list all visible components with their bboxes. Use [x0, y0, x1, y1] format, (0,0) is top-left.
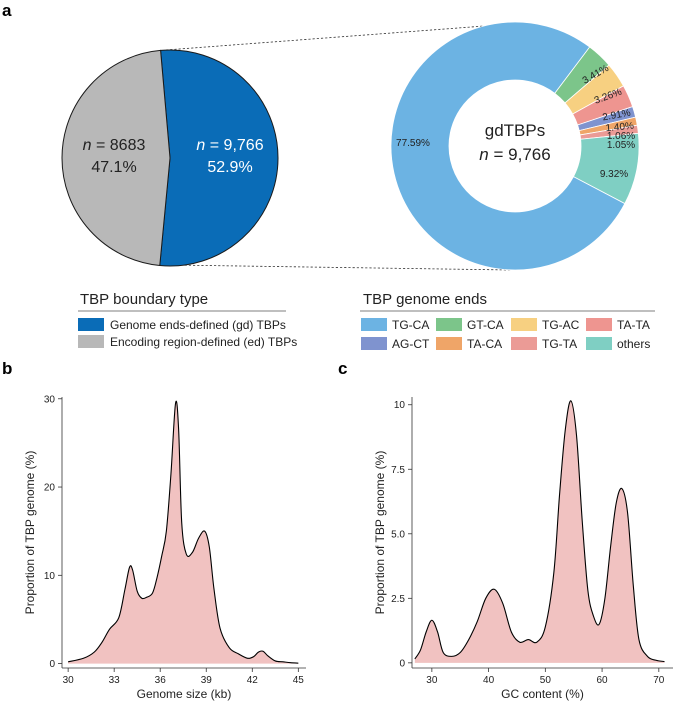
y-tick-label: 5.0	[391, 529, 405, 540]
donut-label-AG-CT: 1.40%	[605, 121, 634, 134]
panel-letter-a: a	[2, 1, 12, 20]
y-axis-label: Proportion of TBP genome (%)	[23, 451, 37, 615]
legend-label-TA-TA: TA-TA	[617, 318, 650, 332]
pie-gd-pct-label: 52.9%	[207, 159, 252, 176]
x-axis-label: GC content (%)	[501, 687, 584, 701]
y-tick-label: 2.5	[391, 594, 405, 605]
x-tick-label: 39	[201, 675, 213, 686]
legend-swatch-TG-AC	[511, 318, 537, 331]
y-axis-label: Proportion of TBP genome (%)	[373, 451, 387, 615]
y-tick-label: 0	[399, 658, 405, 669]
legend-swatch-TA-CA	[436, 337, 462, 350]
y-tick-label: 7.5	[391, 465, 405, 476]
x-tick-label: 36	[155, 675, 167, 686]
legend-boundary-title: TBP boundary type	[80, 291, 208, 308]
legend-label-ed: Encoding region-defined (ed) TBPs	[110, 335, 297, 349]
panel-letter-c: c	[338, 359, 347, 378]
pie-ed-pct-label: 47.1%	[91, 159, 136, 176]
legend-label-TG-TA: TG-TA	[542, 337, 577, 351]
legend-label-TG-CA: TG-CA	[392, 318, 429, 332]
x-tick-label: 30	[426, 675, 438, 686]
y-tick-label: 10	[44, 571, 56, 582]
legend-label-others: others	[617, 337, 650, 351]
legend-swatch-GT-CA	[436, 318, 462, 331]
density-area	[414, 400, 665, 663]
panel-letter-b: b	[2, 359, 12, 378]
legend-label-GT-CA: GT-CA	[467, 318, 504, 332]
pie-slice-gd	[159, 49, 279, 267]
legend-label-AG-CT: AG-CT	[392, 337, 430, 351]
pie-gd-n-label: n = 9,766	[196, 137, 263, 154]
x-tick-label: 33	[109, 675, 121, 686]
x-tick-label: 40	[483, 675, 495, 686]
x-tick-label: 45	[293, 675, 305, 686]
donut-label-TG-TA: 1.05%	[607, 140, 635, 151]
legend-swatch-TA-TA	[586, 318, 612, 331]
legend-swatch-TG-TA	[511, 337, 537, 350]
density-area	[68, 401, 299, 664]
x-axis-label: Genome size (kb)	[137, 687, 232, 701]
y-tick-label: 20	[44, 483, 56, 494]
legend-swatch-others	[586, 337, 612, 350]
x-tick-label: 60	[597, 675, 609, 686]
donut-label-TA-TA: 2.91%	[602, 108, 632, 124]
zoom-connector-bottom	[171, 264, 512, 271]
x-tick-label: 30	[63, 675, 75, 686]
genome-ends-donut-chart	[390, 21, 640, 271]
pie-ed-n-label: n = 8683	[83, 137, 146, 154]
legend-ends-items: TG-CA GT-CA TG-AC TA-TA AG-CT TA-CA TG-TA other…	[361, 318, 650, 351]
density-panel-c: 30 40 50 60 70 0 2.5 5.0 7.5 10 GC content (%) Prop…	[373, 397, 673, 701]
density-curve	[68, 400, 299, 664]
legend-label-TA-CA: TA-CA	[467, 337, 502, 351]
density-curve	[414, 400, 665, 663]
donut-center-title: gdTBPs	[485, 121, 545, 140]
donut-label-others: 9.32%	[600, 169, 628, 180]
legend-label-gd: Genome ends-defined (gd) TBPs	[110, 318, 286, 332]
pie-slice-ed	[61, 49, 171, 267]
legend-swatch-TG-CA	[361, 318, 387, 331]
legend-swatch-ed	[78, 335, 104, 348]
boundary-pie-chart	[61, 49, 279, 267]
donut-center-n-label: n = 9,766	[479, 145, 550, 164]
y-tick-label: 30	[44, 394, 56, 405]
legend-ends-title: TBP genome ends	[363, 291, 487, 308]
legend-swatch-AG-CT	[361, 337, 387, 350]
donut-label-TG-CA: 77.59%	[396, 138, 430, 149]
donut-label-TA-CA: 1.06%	[607, 131, 635, 142]
x-tick-label: 70	[653, 675, 665, 686]
legend-swatch-gd	[78, 318, 104, 331]
density-panel-b: 30 33 36 39 42 45 0 10 20 30 Genome size (kb) Propo…	[23, 394, 306, 701]
y-tick-label: 10	[394, 400, 406, 411]
legend-label-TG-AC: TG-AC	[542, 318, 580, 332]
zoom-connector-top	[165, 23, 512, 51]
donut-slice-TG-CA	[390, 21, 626, 271]
x-tick-label: 50	[540, 675, 552, 686]
x-tick-label: 42	[247, 675, 259, 686]
y-tick-label: 0	[49, 659, 55, 670]
